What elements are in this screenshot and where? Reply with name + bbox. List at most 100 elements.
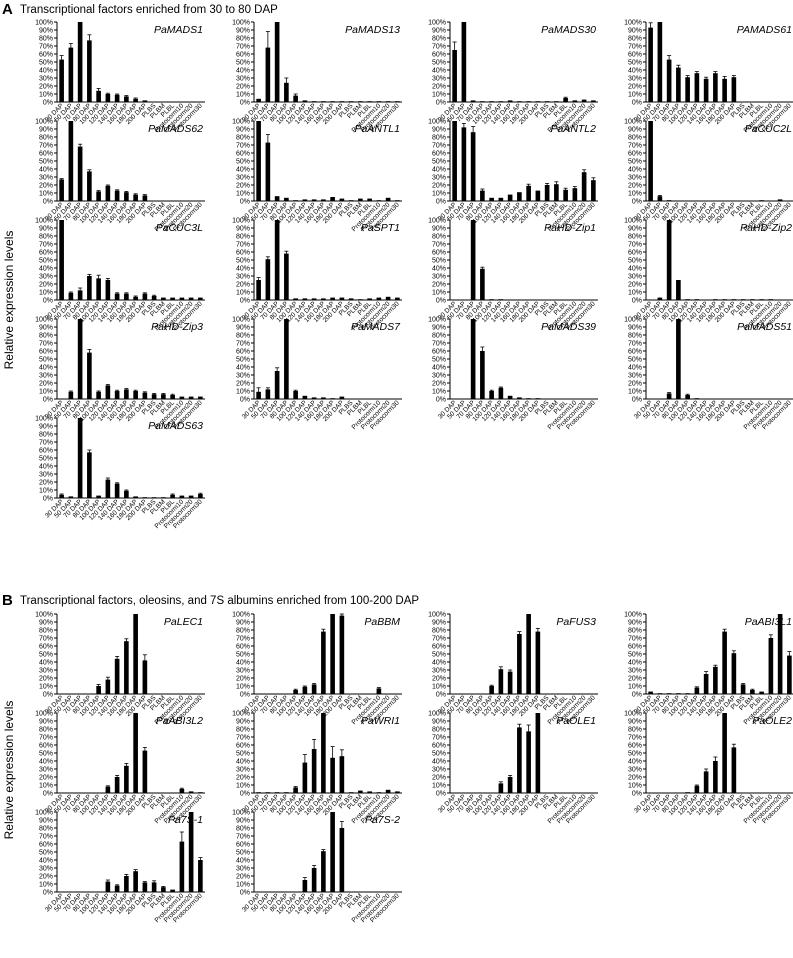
y-tick-label: 40%: [39, 759, 53, 766]
y-tick-label: 90%: [432, 127, 446, 134]
y-tick-label: 100%: [232, 20, 250, 27]
y-tick-label: 30%: [236, 866, 250, 873]
y-tick-label: 70%: [39, 242, 53, 249]
y-tick-label: 100%: [428, 119, 446, 126]
y-tick-label: 10%: [432, 92, 446, 99]
y-tick-label: 60%: [432, 250, 446, 257]
y-tick-label: 80%: [39, 333, 53, 340]
y-tick-label: 30%: [628, 274, 642, 281]
y-tick-label: 50%: [236, 850, 250, 857]
bar-180-dap: [133, 871, 138, 892]
bar-180-dap: [722, 299, 727, 300]
bar-200-dap: [339, 101, 345, 102]
y-tick-label: 90%: [236, 127, 250, 134]
y-tick-label: 0%: [436, 199, 446, 206]
bar-120-dap: [694, 73, 700, 102]
y-tick-label: 80%: [39, 826, 53, 833]
chart-pabbm: 0%10%20%30%40%50%60%70%80%90%100%30 DAP5…: [232, 612, 402, 726]
y-tick-label: 50%: [236, 159, 250, 166]
bar-180-dap: [526, 185, 531, 201]
bar-50-dap: [265, 47, 271, 102]
bar-100-dap: [293, 787, 298, 793]
y-tick-label: 0%: [240, 692, 250, 699]
y-tick-label: 30%: [39, 373, 53, 380]
y-tick-label: 30%: [236, 175, 250, 182]
bar-160-dap: [321, 631, 326, 694]
section-a-letter: A: [2, 1, 13, 18]
bar-plbs: [740, 299, 746, 300]
bar-80-dap: [480, 101, 485, 102]
bar-180-dap: [330, 614, 335, 694]
chart-title: PaMADS62: [148, 123, 203, 135]
bar-50-dap: [265, 389, 271, 399]
bar-plbs: [151, 882, 157, 892]
y-tick-label: 20%: [39, 84, 53, 91]
chart-title: PaHD-Zip1: [544, 222, 596, 234]
bar-160-dap: [321, 298, 326, 300]
y-tick-label: 100%: [232, 810, 250, 817]
y-tick-label: 100%: [624, 20, 642, 27]
bar-plbs: [348, 200, 354, 201]
bar-100-dap: [489, 197, 494, 201]
y-tick-label: 70%: [628, 143, 642, 150]
section-a-title: Transcriptional factors enriched from 30…: [20, 4, 278, 16]
y-tick-label: 40%: [236, 365, 250, 372]
bar-80-dap: [87, 276, 92, 300]
bar-120-dap: [105, 881, 111, 892]
bar-70-dap: [470, 319, 476, 399]
chart-paole1: 0%10%20%30%40%50%60%70%80%90%100%30 DAP5…: [428, 711, 598, 825]
y-tick-label: 80%: [628, 234, 642, 241]
y-tick-label: 10%: [432, 783, 446, 790]
chart-title: PaMADS51: [737, 321, 792, 333]
y-tick-label: 40%: [236, 266, 250, 273]
bar-180-dap: [133, 296, 138, 300]
y-tick-label: 10%: [236, 882, 250, 889]
bar-200-dap: [339, 396, 345, 399]
y-tick-label: 0%: [632, 791, 642, 798]
bar-protocorm10: [179, 841, 185, 892]
bar-50-dap: [265, 142, 271, 201]
bar-protocorm30: [198, 792, 203, 793]
y-tick-label: 80%: [236, 36, 250, 43]
bar-80-dap: [676, 67, 681, 102]
y-tick-label: 40%: [236, 167, 250, 174]
y-tick-label: 30%: [628, 767, 642, 774]
bar-180-dap: [133, 391, 138, 399]
bar-100-dap: [96, 686, 101, 694]
bar-180-dap: [526, 731, 531, 793]
y-tick-label: 30%: [432, 76, 446, 83]
y-tick-label: 10%: [39, 783, 53, 790]
y-tick-label: 90%: [236, 226, 250, 233]
bar-80-dap: [87, 171, 92, 201]
bar-protocorm20: [581, 172, 587, 201]
bar-protocorm10: [179, 495, 185, 498]
bar-30-dap: [256, 280, 261, 300]
chart-pahd-zip3: 0%10%20%30%40%50%60%70%80%90%100%30 DAP5…: [35, 317, 205, 431]
y-tick-label: 100%: [624, 218, 642, 225]
bar-120-dap: [302, 762, 308, 793]
bar-200-dap: [731, 77, 737, 102]
y-tick-label: 10%: [432, 684, 446, 691]
y-tick-label: 90%: [236, 325, 250, 332]
bar-180-dap: [133, 713, 138, 793]
bar-protocorm20: [581, 99, 587, 102]
y-tick-label: 90%: [236, 620, 250, 627]
y-axis-title-a: Relative expression levels: [2, 231, 16, 370]
y-tick-label: 20%: [39, 676, 53, 683]
y-tick-label: 50%: [39, 652, 53, 659]
bar-80-dap: [480, 268, 485, 300]
y-tick-label: 60%: [628, 52, 642, 59]
y-tick-label: 80%: [432, 135, 446, 142]
y-tick-label: 10%: [39, 684, 53, 691]
bar-180-dap: [722, 78, 727, 102]
chart-pamads7: 0%10%20%30%40%50%60%70%80%90%100%30 DAP5…: [232, 317, 402, 431]
y-tick-label: 100%: [232, 612, 250, 619]
y-tick-label: 10%: [236, 389, 250, 396]
chart-pamads63: 0%10%20%30%40%50%60%70%80%90%100%30 DAP5…: [35, 416, 205, 530]
y-tick-label: 90%: [39, 424, 53, 431]
bar-protocorm10: [376, 792, 382, 793]
bar-50-dap: [68, 47, 74, 102]
bar-plbs: [151, 296, 157, 300]
bar-100-dap: [685, 792, 690, 793]
bar-200-dap: [731, 299, 737, 300]
